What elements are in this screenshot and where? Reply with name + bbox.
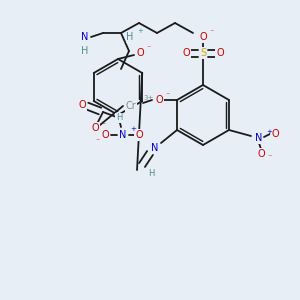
Text: 3+: 3+: [143, 95, 153, 101]
Text: O: O: [155, 95, 163, 105]
Text: N: N: [255, 133, 263, 143]
Text: O: O: [91, 123, 99, 133]
Text: +: +: [130, 126, 136, 132]
Text: H: H: [116, 113, 122, 122]
Text: ⁻: ⁻: [101, 121, 105, 130]
Text: H: H: [81, 46, 89, 56]
Text: O: O: [257, 149, 265, 159]
Text: N: N: [151, 143, 159, 153]
Text: O: O: [101, 130, 109, 140]
Text: ⁻: ⁻: [95, 136, 99, 146]
Text: N: N: [119, 130, 127, 140]
Text: O: O: [216, 48, 224, 58]
Text: ⁻: ⁻: [267, 152, 272, 161]
Text: H: H: [126, 32, 134, 42]
Text: ⁻: ⁻: [209, 28, 213, 37]
Text: +: +: [137, 28, 143, 34]
Text: N: N: [81, 32, 89, 42]
Text: Cr: Cr: [126, 101, 136, 111]
Text: S: S: [200, 48, 206, 58]
Text: O: O: [136, 48, 144, 58]
Text: O: O: [271, 129, 279, 139]
Text: +: +: [266, 129, 272, 135]
Text: H: H: [148, 169, 154, 178]
Text: O: O: [199, 32, 207, 42]
Text: O: O: [135, 130, 143, 140]
Text: ⁻: ⁻: [146, 44, 150, 52]
Text: O: O: [182, 48, 190, 58]
Text: O: O: [78, 100, 86, 110]
Text: ⁻: ⁻: [165, 91, 169, 100]
